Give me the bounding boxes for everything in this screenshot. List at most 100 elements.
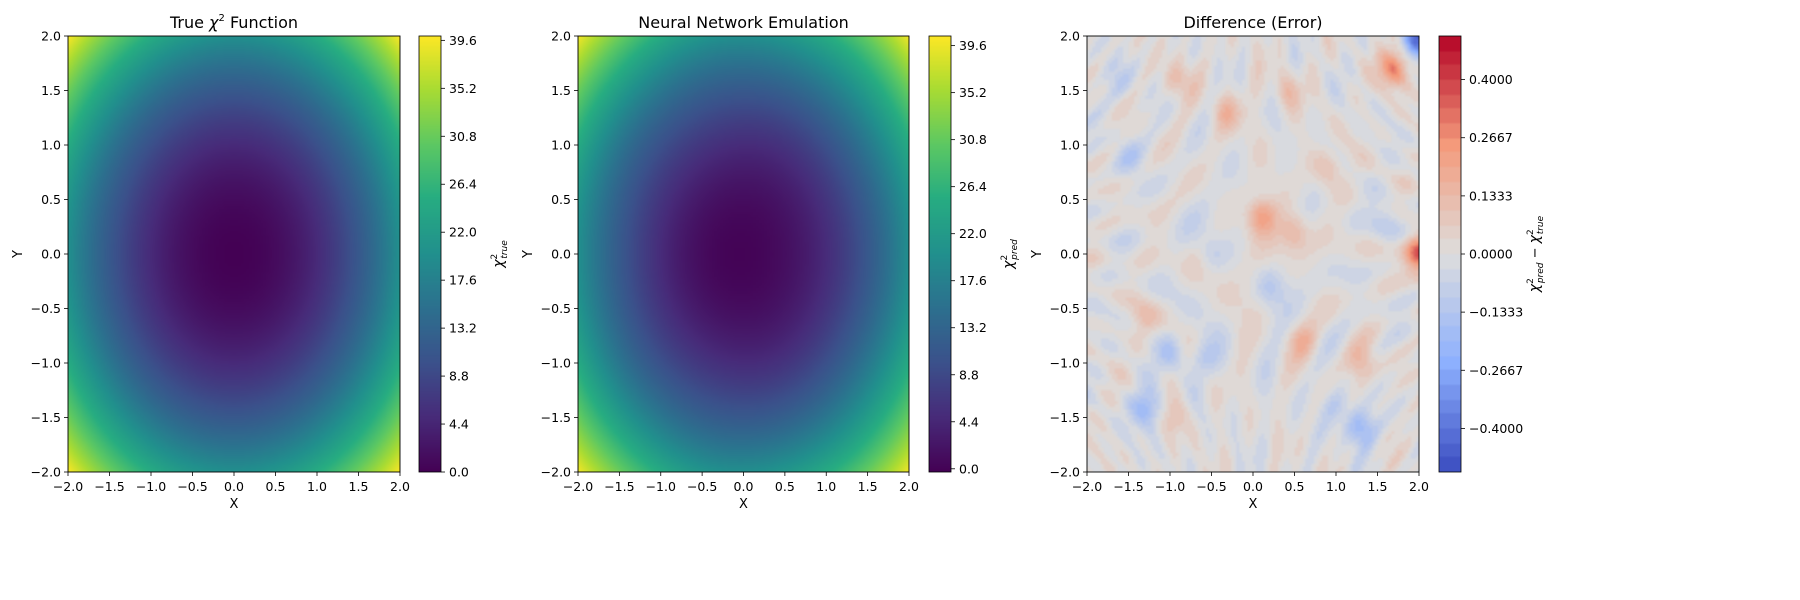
colorbar-tick-label: 26.4 [959, 179, 987, 194]
x-tick-label: −0.5 [1196, 479, 1226, 494]
x-tick-label: −0.5 [687, 479, 717, 494]
colorbar-frame [418, 35, 442, 473]
colorbar-tick-label: 22.0 [449, 225, 477, 240]
x-tick-label: 2.0 [899, 479, 919, 494]
y-tick-label: −1.0 [541, 356, 571, 371]
x-tick-label: 1.5 [349, 479, 369, 494]
chart-true-chi2: −2.0 −1.5 −1.0 −0.5 0.0 0.5 1.0 1.5 2.0−2.0−1.5−… [11, 13, 510, 512]
colorbar-tick-label: 0.2667 [1469, 130, 1513, 145]
y-axis-label: Y [1030, 250, 1045, 259]
y-tick-label: 2.0 [1060, 29, 1080, 44]
y-tick-label: −1.5 [541, 410, 571, 425]
colorbar-tick-label: 22.0 [959, 226, 987, 241]
colorbar-tick-label: −0.2667 [1469, 363, 1523, 378]
y-tick-label: −2.0 [541, 465, 571, 480]
colorbar-tick-label: 17.6 [959, 273, 987, 288]
colorbar-tick-label: 0.0 [449, 465, 469, 480]
heatmap-image [578, 36, 909, 472]
x-axis-label: X [739, 497, 748, 512]
colorbar-tick-label: −0.1333 [1469, 305, 1523, 320]
axes: −2.0 −1.5 −1.0 −0.5 0.0 0.5 1.0 1.5 2.0−2.0−1.5−… [521, 13, 919, 512]
chart-title: True χ2 Function [169, 13, 298, 32]
colorbar-tick-label: 30.8 [959, 132, 987, 147]
x-tick-label: 0.5 [1285, 479, 1305, 494]
y-tick-label: 0.0 [41, 247, 61, 262]
chart-difference-error: −2.0 −1.5 −1.0 −0.5 0.0 0.5 1.0 1.5 2.0−2.0−1.5−… [1030, 13, 1546, 512]
y-tick-label: −0.5 [541, 301, 571, 316]
y-axis-label: Y [521, 250, 536, 259]
y-tick-label: −2.0 [1050, 465, 1080, 480]
colorbar-tick-label: 8.8 [449, 369, 469, 384]
x-tick-label: 0.0 [1243, 479, 1263, 494]
y-tick-label: 1.0 [41, 138, 61, 153]
x-axis-label: X [1249, 497, 1258, 512]
y-tick-label: 0.5 [1060, 192, 1080, 207]
chart-title: Difference (Error) [1183, 13, 1322, 32]
x-tick-label: −1.0 [1155, 479, 1185, 494]
x-tick-label: 0.0 [224, 479, 244, 494]
x-tick-label: 0.5 [266, 479, 286, 494]
x-tick-label: 1.5 [1368, 479, 1388, 494]
colorbar-gradient [929, 36, 951, 472]
chart-title: Neural Network Emulation [638, 13, 849, 32]
x-tick-label: 2.0 [390, 479, 410, 494]
chart-neural-network-emulation: −2.0 −1.5 −1.0 −0.5 0.0 0.5 1.0 1.5 2.0−2.0−1.5−… [521, 13, 1020, 512]
colorbar-frame [928, 35, 952, 473]
x-tick-label: −2.0 [53, 479, 83, 494]
y-tick-label: 1.0 [551, 138, 571, 153]
y-tick-label: 2.0 [551, 29, 571, 44]
x-tick-label: 1.0 [307, 479, 327, 494]
y-tick-label: −0.5 [1050, 301, 1080, 316]
colorbar-gradient [419, 36, 441, 472]
y-tick-label: 1.5 [41, 83, 61, 98]
colorbar-tick-label: 0.1333 [1469, 188, 1513, 203]
colorbar: 0.0 4.4 8.8 13.2 17.6 22.0 26.4 30.8 35.2 39.6 χ2t… [418, 33, 510, 480]
x-tick-label: 1.5 [858, 479, 878, 494]
colorbar-label: χ2pred [1000, 239, 1020, 270]
colorbar-tick-label: 35.2 [449, 81, 477, 96]
y-tick-label: 0.5 [41, 192, 61, 207]
x-tick-label: 0.5 [775, 479, 795, 494]
y-tick-label: 0.5 [551, 192, 571, 207]
x-tick-label: −1.0 [646, 479, 676, 494]
y-tick-label: −2.0 [31, 465, 61, 480]
colorbar-tick-label: 4.4 [959, 414, 979, 429]
x-tick-label: −1.5 [1113, 479, 1143, 494]
y-tick-label: −1.5 [1050, 410, 1080, 425]
colorbar-tick-label: 30.8 [449, 129, 477, 144]
colorbar-tick-label: 0.0 [959, 461, 979, 476]
colorbar-tick-label: 8.8 [959, 367, 979, 382]
y-tick-label: 1.5 [551, 83, 571, 98]
x-tick-label: 1.0 [1326, 479, 1346, 494]
colorbar-label: χ2true [490, 240, 510, 269]
colorbar-tick-label: 39.6 [449, 33, 477, 48]
colorbar-gradient [1439, 36, 1461, 472]
colorbar-tick-label: 39.6 [959, 38, 987, 53]
colorbar-tick-label: 13.2 [449, 321, 477, 336]
x-tick-label: −0.5 [177, 479, 207, 494]
colorbar: 0.0 4.4 8.8 13.2 17.6 22.0 26.4 30.8 35.2 39.6 χ2p… [928, 35, 1020, 476]
y-tick-label: −1.5 [31, 410, 61, 425]
colorbar-tick-label: 35.2 [959, 85, 987, 100]
x-tick-label: −1.0 [136, 479, 166, 494]
colorbar-tick-label: 26.4 [449, 177, 477, 192]
heatmap-image [68, 36, 400, 472]
colorbar-tick-label: 17.6 [449, 273, 477, 288]
axes: −2.0 −1.5 −1.0 −0.5 0.0 0.5 1.0 1.5 2.0−2.0−1.5−… [1030, 13, 1429, 512]
x-tick-label: −1.5 [604, 479, 634, 494]
x-tick-label: −2.0 [1072, 479, 1102, 494]
y-tick-label: −0.5 [31, 301, 61, 316]
colorbar-tick-label: 0.0000 [1469, 247, 1513, 262]
colorbar-tick-label: −0.4000 [1469, 421, 1523, 436]
y-tick-label: −1.0 [31, 356, 61, 371]
y-axis-label: Y [11, 250, 26, 259]
y-tick-label: −1.0 [1050, 356, 1080, 371]
axes: −2.0 −1.5 −1.0 −0.5 0.0 0.5 1.0 1.5 2.0−2.0−1.5−… [11, 13, 410, 512]
colorbar-tick-label: 4.4 [449, 417, 469, 432]
colorbar-tick-label: 0.4000 [1469, 72, 1513, 87]
heatmap-image [1087, 36, 1419, 472]
x-axis-label: X [230, 497, 239, 512]
colorbar: −0.4000 −0.2667 −0.1333 0.0000 0.1333 0.2667 0… [1438, 35, 1546, 473]
x-tick-label: 2.0 [1409, 479, 1429, 494]
